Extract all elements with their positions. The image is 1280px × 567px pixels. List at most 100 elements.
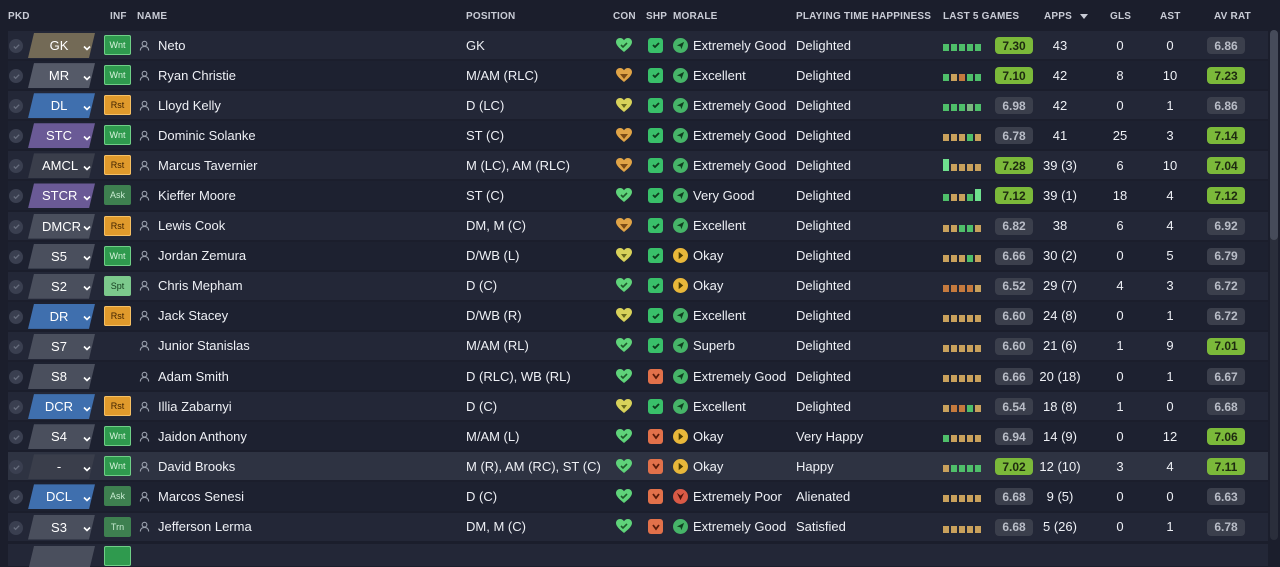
- player-name[interactable]: Jack Stacey: [158, 308, 229, 324]
- pkd-selector[interactable]: S5: [28, 244, 95, 269]
- influence-badge[interactable]: Rst: [104, 95, 131, 116]
- player-name[interactable]: Kieffer Moore: [158, 187, 236, 203]
- select-checkbox[interactable]: [9, 39, 23, 53]
- select-checkbox[interactable]: [9, 69, 23, 84]
- table-row[interactable]: STC Wnt Dominic Solanke ST (C) Extremely Goo…: [0, 120, 1268, 150]
- pkd-selector[interactable]: DR: [28, 304, 95, 329]
- influence-badge[interactable]: Spt: [104, 275, 131, 296]
- table-row[interactable]: S7 Junior Stanislas M/AM (RL) Superb Delight…: [0, 331, 1268, 361]
- table-row[interactable]: STCR Ask Kieffer Moore ST (C) Very Good Delig…: [0, 180, 1268, 210]
- select-checkbox[interactable]: [9, 129, 23, 144]
- table-row[interactable]: S3 Trn Jefferson Lerma DM, M (C) Extremely G…: [0, 512, 1268, 542]
- player-name[interactable]: Dominic Solanke: [158, 127, 256, 143]
- pkd-selector[interactable]: -: [28, 454, 95, 479]
- pkd-selector[interactable]: S3: [28, 515, 95, 540]
- table-row[interactable]: GK Wnt Neto GK Extremely Good Delighted 7.30 43…: [0, 30, 1268, 60]
- select-checkbox[interactable]: [9, 99, 23, 114]
- table-row[interactable]: S2 Spt Chris Mepham D (C) Okay Delighted 6.52 2…: [0, 271, 1268, 301]
- select-checkbox[interactable]: [9, 400, 23, 415]
- player-name[interactable]: Lloyd Kelly: [158, 97, 221, 113]
- form-bar: [951, 74, 957, 82]
- col-header-morale[interactable]: MORALE: [673, 11, 718, 22]
- pkd-selector[interactable]: DCR: [28, 394, 95, 419]
- influence-badge[interactable]: Ask: [104, 185, 131, 206]
- player-name[interactable]: Jaidon Anthony: [158, 428, 247, 444]
- player-position: ST (C): [466, 187, 505, 203]
- player-name[interactable]: Neto: [158, 37, 186, 53]
- player-name[interactable]: Marcos Senesi: [158, 488, 244, 504]
- influence-badge[interactable]: Wnt: [104, 426, 131, 447]
- table-row[interactable]: S4 Wnt Jaidon Anthony M/AM (L) Okay Very Happ…: [0, 421, 1268, 451]
- pkd-selector[interactable]: STC: [28, 123, 95, 148]
- influence-badge[interactable]: Ask: [104, 486, 131, 507]
- select-checkbox[interactable]: [9, 219, 23, 234]
- table-row[interactable]: DMCR Rst Lewis Cook DM, M (C) Excellent Delig…: [0, 211, 1268, 241]
- player-name[interactable]: David Brooks: [158, 458, 236, 474]
- select-checkbox[interactable]: [9, 430, 23, 445]
- pkd-selector[interactable]: MR: [28, 63, 95, 88]
- influence-badge[interactable]: Rst: [104, 215, 131, 236]
- influence-badge[interactable]: Wnt: [104, 65, 131, 86]
- player-name[interactable]: Adam Smith: [158, 368, 229, 384]
- player-name[interactable]: Lewis Cook: [158, 218, 226, 234]
- pkd-selector[interactable]: S2: [28, 274, 95, 299]
- col-header-con[interactable]: CON: [613, 11, 636, 22]
- select-checkbox[interactable]: [9, 339, 23, 354]
- pkd-selector[interactable]: DL: [28, 93, 95, 118]
- player-name[interactable]: Marcus Tavernier: [158, 157, 258, 173]
- col-header-position[interactable]: POSITION: [466, 11, 516, 22]
- table-row[interactable]: AMCL Rst Marcus Tavernier M (LC), AM (RLC) E…: [0, 150, 1268, 180]
- influence-badge[interactable]: Rst: [104, 155, 131, 176]
- select-checkbox[interactable]: [9, 159, 23, 174]
- player-name[interactable]: Ryan Christie: [158, 67, 237, 83]
- pkd-selector[interactable]: DCL: [28, 484, 95, 509]
- table-row[interactable]: DR Rst Jack Stacey D/WB (R) Excellent Delight…: [0, 301, 1268, 331]
- pkd-selector[interactable]: STCR: [28, 183, 95, 208]
- player-name[interactable]: Junior Stanislas: [158, 338, 250, 354]
- select-checkbox[interactable]: [9, 490, 23, 505]
- table-row[interactable]: MR Wnt Ryan Christie M/AM (RLC) Excellent Del…: [0, 60, 1268, 90]
- influence-badge[interactable]: Wnt: [104, 245, 131, 266]
- select-checkbox[interactable]: [9, 520, 23, 535]
- table-row[interactable]: DCR Rst Illia Zabarnyi D (C) Excellent Deligh…: [0, 391, 1268, 421]
- player-name[interactable]: Illia Zabarnyi: [158, 398, 232, 414]
- table-row[interactable]: S8 Adam Smith D (RLC), WB (RL) Extremely Go…: [0, 361, 1268, 391]
- select-checkbox[interactable]: [9, 189, 23, 204]
- col-header-inf[interactable]: INF: [110, 11, 127, 22]
- influence-badge[interactable]: Wnt: [104, 125, 131, 146]
- table-row[interactable]: S5 Wnt Jordan Zemura D/WB (L) Okay Delighted 6…: [0, 241, 1268, 271]
- select-checkbox[interactable]: [9, 460, 23, 475]
- scrollbar-thumb[interactable]: [1270, 30, 1278, 240]
- col-header-av-rat[interactable]: AV RAT: [1214, 11, 1251, 22]
- player-name[interactable]: Jefferson Lerma: [158, 519, 252, 534]
- select-checkbox[interactable]: [9, 309, 23, 324]
- influence-badge[interactable]: Wnt: [104, 35, 131, 55]
- pkd-selector[interactable]: S7: [28, 334, 95, 359]
- pkd-selector[interactable]: S8: [28, 364, 95, 389]
- influence-badge[interactable]: Trn: [104, 516, 131, 537]
- player-name[interactable]: Jordan Zemura: [158, 248, 247, 264]
- table-row[interactable]: DL Rst Lloyd Kelly D (LC) Extremely Good Deli…: [0, 90, 1268, 120]
- table-row[interactable]: DCL Ask Marcos Senesi D (C) Extremely Poor Al…: [0, 481, 1268, 511]
- select-checkbox[interactable]: [9, 249, 23, 264]
- col-header-apps[interactable]: APPS: [1044, 11, 1089, 22]
- col-header-gls[interactable]: GLS: [1110, 11, 1132, 22]
- col-header-pkd[interactable]: PKD: [8, 11, 30, 22]
- col-header-shp[interactable]: SHP: [646, 11, 668, 22]
- col-header-ast[interactable]: AST: [1160, 11, 1181, 22]
- pkd-selector[interactable]: DMCR: [28, 214, 95, 239]
- influence-badge[interactable]: Wnt: [104, 456, 131, 477]
- col-header-playing-time-happiness[interactable]: PLAYING TIME HAPPINESS: [796, 11, 932, 22]
- select-checkbox[interactable]: [9, 279, 23, 294]
- select-checkbox[interactable]: [9, 370, 23, 385]
- influence-badge[interactable]: Rst: [104, 396, 131, 417]
- col-header-name[interactable]: NAME: [137, 11, 168, 22]
- pkd-selector[interactable]: GK: [28, 33, 95, 58]
- pkd-selector[interactable]: AMCL: [28, 153, 95, 178]
- table-row[interactable]: - Wnt David Brooks M (R), AM (RC), ST (C) Ok…: [0, 451, 1268, 481]
- vertical-scrollbar[interactable]: [1270, 30, 1278, 540]
- pkd-selector[interactable]: S4: [28, 424, 95, 449]
- col-header-last-5-games[interactable]: LAST 5 GAMES: [943, 11, 1020, 22]
- influence-badge[interactable]: Rst: [104, 305, 131, 326]
- player-name[interactable]: Chris Mepham: [158, 278, 243, 294]
